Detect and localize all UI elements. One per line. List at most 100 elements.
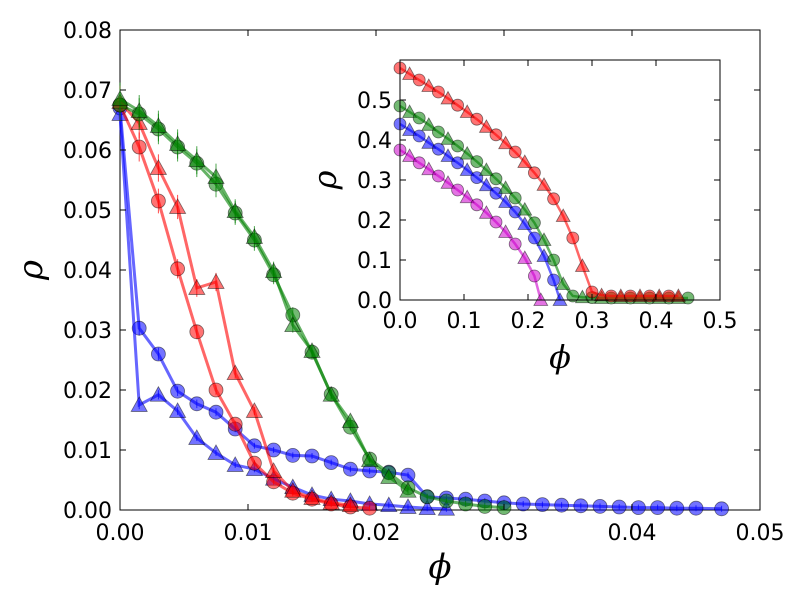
main-data-point: [130, 396, 148, 412]
inset-y-tick-label: 0.3: [357, 169, 392, 194]
inset-data-point: [451, 139, 465, 153]
main-data-point: [284, 481, 302, 498]
inset-y-tick-label: 0.1: [357, 249, 392, 274]
inset-data-point: [552, 292, 568, 306]
inset-data-point: [431, 85, 445, 99]
inset-data-point: [402, 122, 418, 136]
inset-x-tick-label: 0.2: [511, 309, 546, 334]
inset-data-point: [498, 135, 514, 150]
inset-data-point: [470, 198, 484, 212]
inset-data-point: [440, 175, 456, 189]
inset-data-point: [489, 172, 503, 186]
main-data-point: [418, 499, 436, 516]
main-x-tick-label: 0.00: [96, 521, 145, 546]
inset-data-point: [431, 125, 445, 139]
inset-data-point: [489, 215, 503, 229]
main-data-point: [323, 455, 339, 471]
inset-data-point: [478, 119, 494, 133]
main-data-point: [341, 496, 360, 513]
main-data-point: [246, 455, 262, 471]
inset-data-point: [421, 78, 437, 92]
main-data-point: [207, 168, 225, 184]
main-data-point: [650, 500, 665, 516]
main-data-point: [285, 447, 301, 463]
main-data-point: [380, 496, 398, 513]
inset-data-point: [431, 169, 445, 183]
inset-data-point: [412, 156, 426, 170]
main-x-tick-label: 0.03: [480, 521, 529, 546]
main-data-point: [322, 385, 340, 402]
inset-data-point: [402, 148, 418, 162]
main-y-axis-label: ρ: [11, 260, 51, 281]
main-data-point: [303, 489, 321, 505]
inset-data-point: [440, 90, 456, 105]
inset-data-point: [547, 192, 560, 206]
main-data-point: [399, 498, 417, 514]
main-series-layer: [111, 82, 729, 517]
main-x-tick-label: 0.05: [736, 521, 785, 546]
main-data-point: [149, 117, 168, 133]
main-data-point: [438, 493, 454, 509]
main-data-point: [207, 273, 225, 289]
inset-x-tick-label: 0.5: [703, 309, 738, 334]
main-data-point: [130, 102, 148, 118]
inset-y-tick-label: 0.2: [357, 209, 392, 234]
inset-data-point: [536, 177, 552, 191]
main-series-line: [119, 97, 409, 493]
main-y-tick-label: 0.03: [63, 319, 112, 344]
inset-data-point: [459, 104, 475, 118]
main-x-tick-label: 0.01: [224, 521, 273, 546]
main-data-point: [111, 90, 129, 106]
main-data-point: [170, 261, 186, 277]
main-data-point: [322, 493, 340, 510]
main-data-point: [208, 404, 224, 420]
inset-y-tick-label: 0.0: [357, 289, 392, 314]
inset-data-point: [459, 189, 475, 204]
inset-data-point: [547, 253, 560, 267]
main-x-tick-label: 0.02: [352, 521, 401, 546]
main-data-point: [360, 451, 379, 468]
inset-data-point: [536, 232, 552, 246]
main-data-point: [189, 396, 205, 412]
inset-data-point: [451, 98, 465, 112]
main-data-point: [284, 316, 302, 333]
inset-data-point: [498, 224, 514, 238]
inset-y-tick-label: 0.5: [357, 89, 392, 114]
main-data-point: [688, 500, 704, 516]
main-data-point: [669, 500, 685, 516]
inset-data-point: [533, 292, 549, 306]
main-data-point: [573, 498, 589, 514]
inset-data-point: [459, 162, 475, 176]
main-y-tick-label: 0.04: [63, 259, 112, 284]
inset-data-point: [421, 161, 437, 176]
main-data-point: [631, 500, 646, 516]
inset-y-axis-label: ρ: [306, 170, 344, 190]
main-data-point: [131, 139, 147, 155]
inset-data-point: [555, 208, 571, 222]
main-ticks-layer: 0.00 0.01 0.02 0.03 0.04 0.05 0.00 0.01 0.02 0.03…: [63, 19, 784, 546]
main-data-point: [362, 500, 378, 516]
main-data-point: [419, 489, 435, 505]
inset-data-point: [670, 288, 686, 302]
inset-ticks-layer: 0.0 0.1 0.2 0.3 0.4 0.5 0.0 0.1 0.2 0.3 0.4 0.5: [357, 60, 738, 334]
main-data-point: [342, 461, 358, 477]
inset-data-point: [528, 231, 541, 245]
main-data-point: [245, 402, 264, 418]
main-data-point: [149, 159, 168, 175]
inset-data-point: [528, 269, 541, 283]
inset-data-point: [470, 112, 484, 126]
inset-plot-background: [400, 60, 720, 300]
inset-data-point: [440, 131, 456, 145]
inset-series-red: [393, 61, 686, 303]
main-data-point: [611, 499, 627, 515]
inset-data-point: [498, 180, 514, 194]
main-data-point: [188, 429, 206, 445]
main-data-point: [592, 498, 608, 514]
main-y-tick-label: 0.07: [63, 79, 112, 104]
inset-x-tick-label: 0.4: [639, 309, 674, 334]
inset-data-point: [478, 162, 494, 176]
inset-y-tick-label: 0.4: [357, 129, 392, 154]
inset-data-point: [421, 135, 437, 149]
inset-data-point: [402, 104, 418, 118]
main-data-point: [714, 501, 729, 517]
